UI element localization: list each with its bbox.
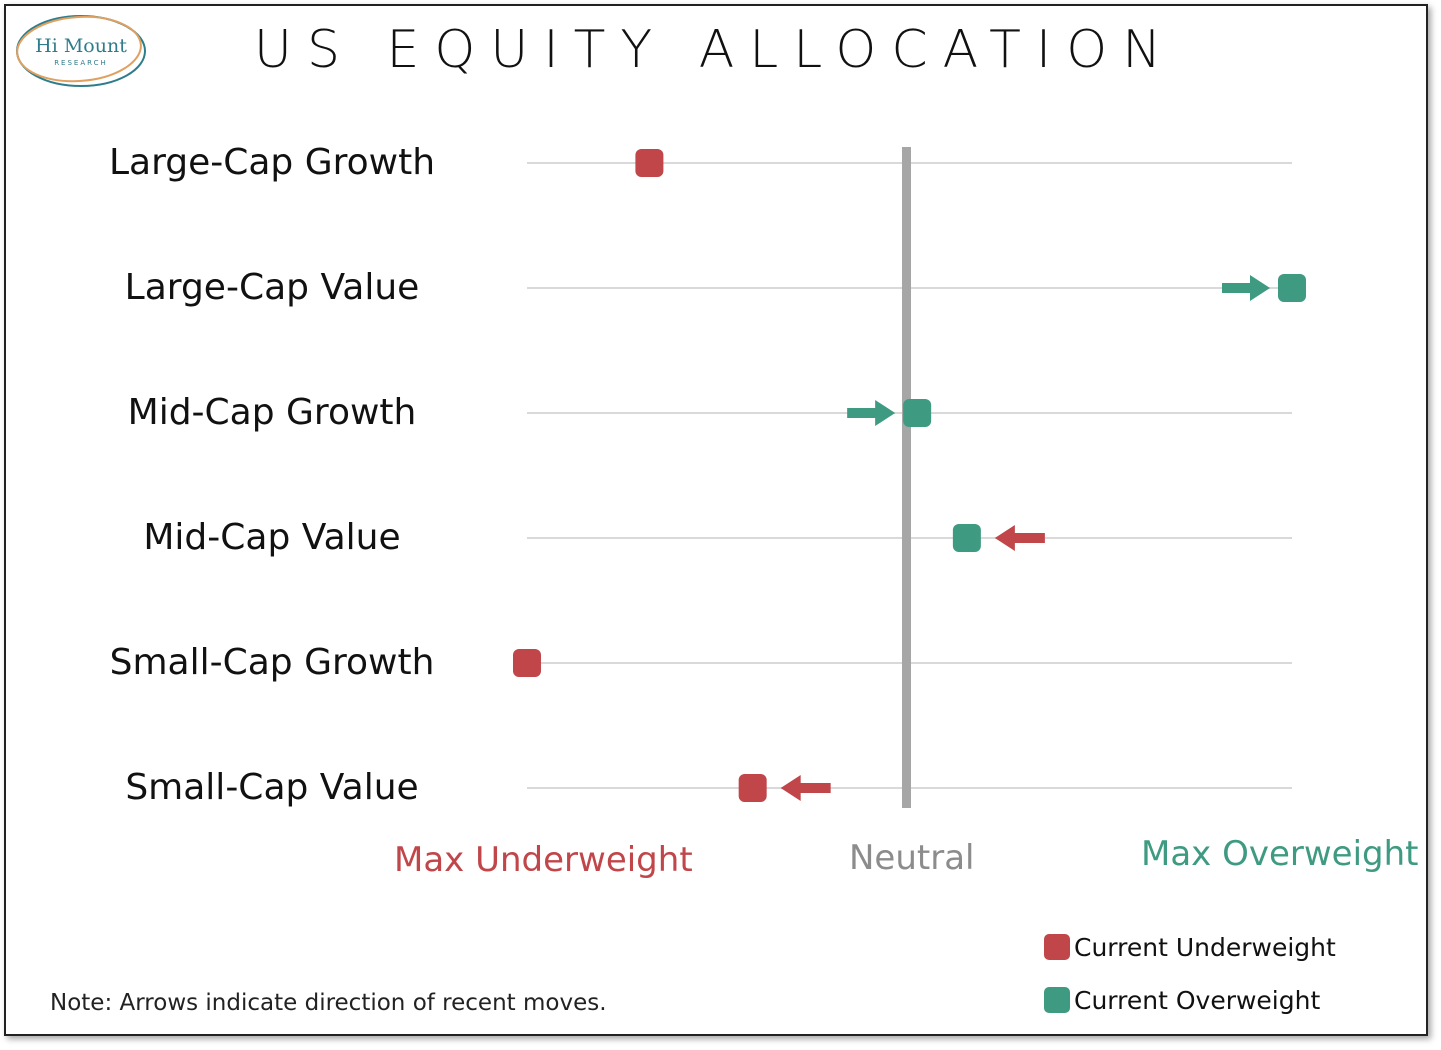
row-label-mid-cap-growth: Mid-Cap Growth (127, 392, 417, 433)
arrow-mid-cap-growth (847, 400, 896, 426)
row-label-large-cap-growth: Large-Cap Growth (108, 142, 436, 183)
arrow-mid-cap-value (994, 525, 1045, 551)
legend-swatch-underweight (1044, 934, 1070, 960)
chart-title: US EQUITY ALLOCATION (253, 20, 1177, 80)
legend-item-underweight: Current Underweight (1044, 932, 1336, 962)
row-label-small-cap-growth: Small-Cap Growth (109, 642, 435, 683)
logo-name: Hi Mount (35, 35, 127, 57)
point-small-cap-growth (513, 649, 541, 677)
logo-subtitle: RESEARCH (54, 59, 108, 67)
footnote: Note: Arrows indicate direction of recen… (50, 990, 607, 1016)
axis-label-neutral: Neutral (849, 838, 975, 878)
legend-item-overweight: Current Overweight (1044, 985, 1320, 1015)
point-small-cap-value (738, 774, 767, 802)
axis-label-max-overweight: Max Overweight (1141, 834, 1419, 874)
legend-label-underweight: Current Underweight (1074, 932, 1336, 962)
axis-label-max-underweight: Max Underweight (394, 840, 693, 880)
chart-frame (4, 4, 1428, 1036)
point-large-cap-value (1278, 274, 1306, 302)
arrow-large-cap-value (1222, 275, 1270, 301)
arrow-small-cap-value (780, 775, 831, 801)
row-label-small-cap-value: Small-Cap Value (125, 767, 419, 808)
legend-label-overweight: Current Overweight (1074, 985, 1321, 1015)
legend-swatch-overweight (1044, 987, 1070, 1013)
point-mid-cap-value (952, 524, 981, 552)
logo-ellipses (16, 15, 146, 87)
logo: Hi Mount RESEARCH (14, 12, 148, 90)
point-large-cap-growth (635, 149, 664, 177)
point-mid-cap-growth (903, 399, 932, 427)
row-label-mid-cap-value: Mid-Cap Value (143, 517, 401, 558)
row-label-large-cap-value: Large-Cap Value (124, 267, 420, 308)
